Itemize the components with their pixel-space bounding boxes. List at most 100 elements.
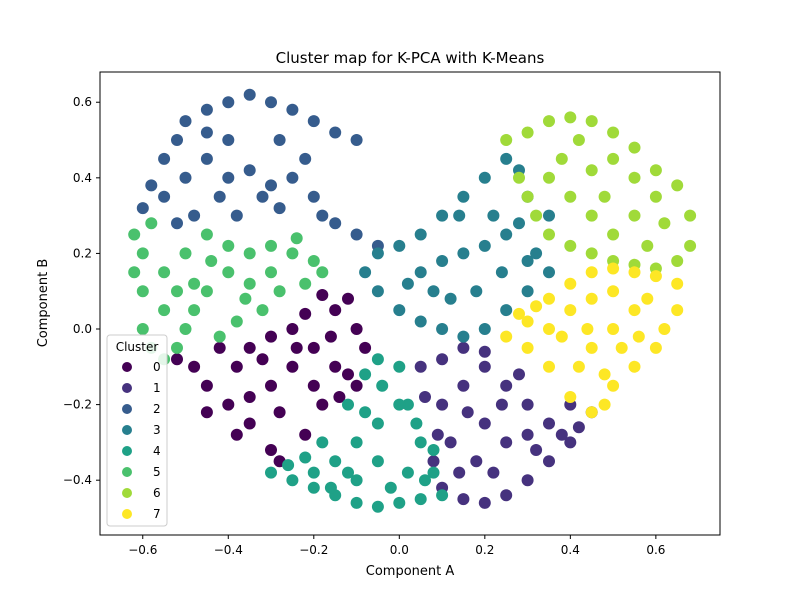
point-cluster-1-26: [444, 436, 457, 449]
point-cluster-6-28: [607, 152, 620, 165]
legend-label-2: 2: [153, 402, 161, 416]
point-cluster-6-32: [658, 217, 671, 230]
point-cluster-1-34: [478, 345, 491, 358]
point-cluster-2-1: [145, 179, 158, 192]
point-cluster-6-11: [671, 255, 684, 267]
point-cluster-4-34: [427, 444, 440, 456]
point-cluster-5-22: [179, 247, 192, 260]
point-cluster-1-31: [453, 466, 466, 479]
point-cluster-2-27: [329, 217, 342, 230]
point-cluster-2-25: [307, 190, 320, 203]
point-cluster-6-31: [572, 134, 585, 146]
point-cluster-3-19: [371, 285, 384, 298]
point-cluster-2-14: [179, 171, 192, 184]
point-cluster-4-5: [371, 500, 384, 513]
point-cluster-7-28: [615, 341, 628, 354]
point-cluster-3-20: [359, 266, 372, 279]
point-cluster-6-9: [684, 209, 697, 222]
point-cluster-7-10: [658, 323, 671, 335]
legend-label-1: 1: [153, 381, 161, 395]
legend-label-6: 6: [153, 486, 161, 500]
point-cluster-4-15: [342, 398, 354, 411]
point-cluster-1-29: [555, 428, 568, 441]
point-cluster-7-13: [607, 379, 620, 392]
point-cluster-0-2: [200, 379, 213, 392]
point-cluster-0-17: [316, 398, 329, 411]
point-cluster-6-24: [607, 228, 620, 241]
plot-frame: [99, 71, 721, 536]
point-cluster-1-16: [427, 455, 440, 468]
point-cluster-7-15: [585, 406, 598, 419]
point-cluster-1-30: [419, 391, 431, 403]
x-tick-label: −0.6: [128, 543, 157, 557]
point-cluster-1-14: [457, 493, 470, 506]
point-cluster-0-19: [265, 379, 277, 392]
y-axis-ticks: −0.4 −0.2 0.0 0.2 0.4 0.6: [63, 95, 100, 487]
point-cluster-7-32: [581, 323, 594, 335]
point-cluster-3-4: [457, 190, 470, 203]
point-cluster-7-24: [607, 323, 620, 335]
point-cluster-5-13: [286, 247, 299, 260]
point-cluster-3-1: [393, 239, 406, 252]
point-cluster-3-21: [414, 266, 427, 279]
point-cluster-1-25: [513, 368, 525, 381]
point-cluster-1-23: [470, 455, 483, 468]
point-cluster-5-25: [158, 304, 171, 317]
x-tick-label: −0.4: [214, 543, 243, 557]
point-cluster-4-33: [282, 459, 295, 472]
x-tick-label: 0.0: [390, 543, 409, 557]
cluster-5-points: [128, 217, 329, 366]
point-cluster-1-17: [431, 428, 444, 441]
point-cluster-2-33: [200, 126, 213, 139]
point-cluster-5-31: [265, 266, 277, 279]
point-cluster-6-0: [500, 134, 513, 146]
x-tick-label: −0.2: [299, 543, 328, 557]
point-cluster-0-12: [342, 292, 354, 305]
point-cluster-7-27: [598, 368, 611, 381]
point-cluster-6-2: [543, 115, 555, 128]
point-cluster-2-16: [222, 134, 235, 146]
y-tick-label: −0.2: [63, 398, 92, 412]
point-cluster-7-18: [521, 341, 534, 354]
point-cluster-1-21: [500, 436, 513, 449]
point-cluster-6-16: [564, 239, 577, 252]
point-cluster-0-0: [171, 353, 183, 366]
point-cluster-1-13: [478, 496, 491, 509]
point-cluster-1-10: [543, 455, 555, 468]
legend-label-4: 4: [153, 444, 161, 458]
point-cluster-7-6: [628, 266, 641, 279]
point-cluster-4-10: [414, 436, 427, 449]
point-cluster-6-22: [564, 190, 577, 203]
point-cluster-5-11: [243, 247, 256, 260]
point-cluster-2-22: [213, 190, 226, 203]
point-cluster-6-7: [649, 164, 662, 177]
point-cluster-6-4: [585, 115, 598, 128]
point-cluster-3-23: [457, 247, 470, 260]
point-cluster-2-3: [171, 134, 183, 146]
point-cluster-2-11: [329, 126, 342, 139]
point-cluster-2-10: [307, 115, 320, 128]
point-cluster-1-3: [478, 360, 491, 373]
point-cluster-7-26: [572, 360, 585, 373]
point-cluster-2-30: [299, 152, 312, 165]
point-cluster-7-20: [564, 304, 577, 317]
point-cluster-3-6: [500, 152, 513, 165]
point-cluster-5-8: [188, 304, 201, 317]
point-cluster-4-23: [401, 466, 414, 479]
point-cluster-0-21: [213, 341, 226, 354]
point-cluster-0-16: [342, 368, 354, 381]
point-cluster-1-20: [478, 417, 491, 430]
point-cluster-4-16: [316, 436, 329, 449]
point-cluster-2-28: [350, 228, 363, 241]
point-cluster-4-12: [393, 360, 406, 373]
point-cluster-3-2: [414, 228, 427, 241]
point-cluster-2-26: [316, 209, 329, 222]
point-cluster-3-29: [487, 209, 500, 222]
point-cluster-5-14: [307, 255, 320, 267]
point-cluster-6-27: [628, 171, 641, 184]
y-axis-label: Component B: [36, 259, 51, 348]
legend-marker-5: [122, 467, 132, 477]
point-cluster-3-17: [414, 315, 427, 328]
point-cluster-6-5: [607, 126, 620, 139]
point-cluster-7-3: [564, 277, 577, 290]
